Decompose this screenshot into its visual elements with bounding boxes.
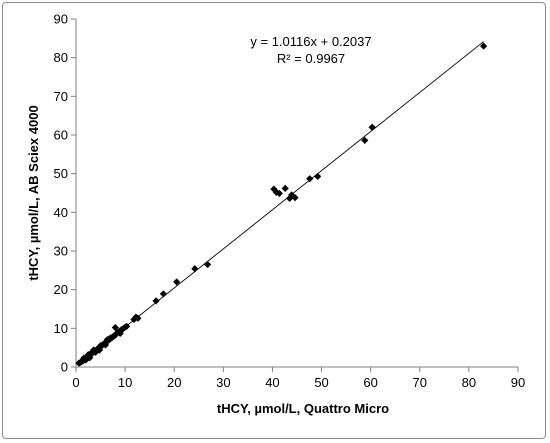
data-point (86, 354, 94, 362)
y-ticks: 0 10 20 30 40 50 60 70 80 90 (54, 12, 76, 375)
chart-frame (2, 2, 546, 439)
x-tick-label: 80 (462, 375, 476, 390)
y-tick-label: 30 (54, 244, 68, 259)
x-tick-label: 10 (118, 375, 132, 390)
data-points (75, 42, 488, 367)
trendline (78, 41, 484, 365)
data-point (314, 172, 322, 180)
x-tick-label: 70 (413, 375, 427, 390)
y-tick-label: 0 (61, 360, 68, 375)
x-tick-label: 40 (265, 375, 279, 390)
r-squared-label: R² = 0.9967 (277, 51, 345, 66)
x-ticks: 0 10 20 30 40 50 60 70 80 90 (72, 367, 525, 390)
data-point (281, 184, 289, 192)
x-tick-label: 0 (72, 375, 79, 390)
axes (75, 19, 518, 368)
y-tick-label: 10 (54, 321, 68, 336)
x-tick-label: 20 (167, 375, 181, 390)
data-point (82, 356, 90, 364)
data-point (272, 188, 280, 196)
data-point (191, 265, 199, 273)
x-tick-label: 60 (363, 375, 377, 390)
data-point (159, 290, 168, 298)
y-tick-label: 50 (54, 166, 68, 181)
data-point (286, 194, 294, 203)
data-point (204, 260, 212, 269)
data-point (173, 278, 181, 286)
data-point (122, 322, 131, 330)
y-axis-title: tHCY, µmol/L, AB Sciex 4000 (26, 105, 41, 280)
y-tick-label: 80 (54, 50, 68, 65)
y-tick-label: 60 (54, 128, 68, 143)
x-tick-label: 30 (216, 375, 230, 390)
data-point (152, 297, 160, 305)
data-point (111, 323, 119, 332)
data-point (103, 335, 112, 344)
y-tick-label: 20 (54, 282, 68, 297)
x-tick-label: 50 (314, 375, 328, 390)
y-tick-label: 90 (54, 12, 68, 27)
data-point (368, 123, 376, 131)
x-tick-label: 90 (511, 375, 525, 390)
data-point (291, 194, 299, 202)
data-point (116, 329, 124, 337)
y-tick-label: 70 (54, 89, 68, 104)
data-point (275, 189, 283, 197)
data-point (80, 354, 88, 362)
y-tick-label: 40 (54, 205, 68, 220)
data-point (480, 42, 488, 50)
data-point (92, 348, 100, 356)
trendline-equation: y = 1.0116x + 0.2037 (250, 34, 371, 49)
x-axis-title: tHCY, µmol/L, Quattro Micro (217, 401, 389, 416)
data-point (134, 314, 142, 322)
data-point (90, 346, 98, 354)
data-point (101, 341, 110, 349)
data-point (95, 346, 104, 354)
data-point (306, 175, 314, 183)
data-point (361, 136, 369, 145)
